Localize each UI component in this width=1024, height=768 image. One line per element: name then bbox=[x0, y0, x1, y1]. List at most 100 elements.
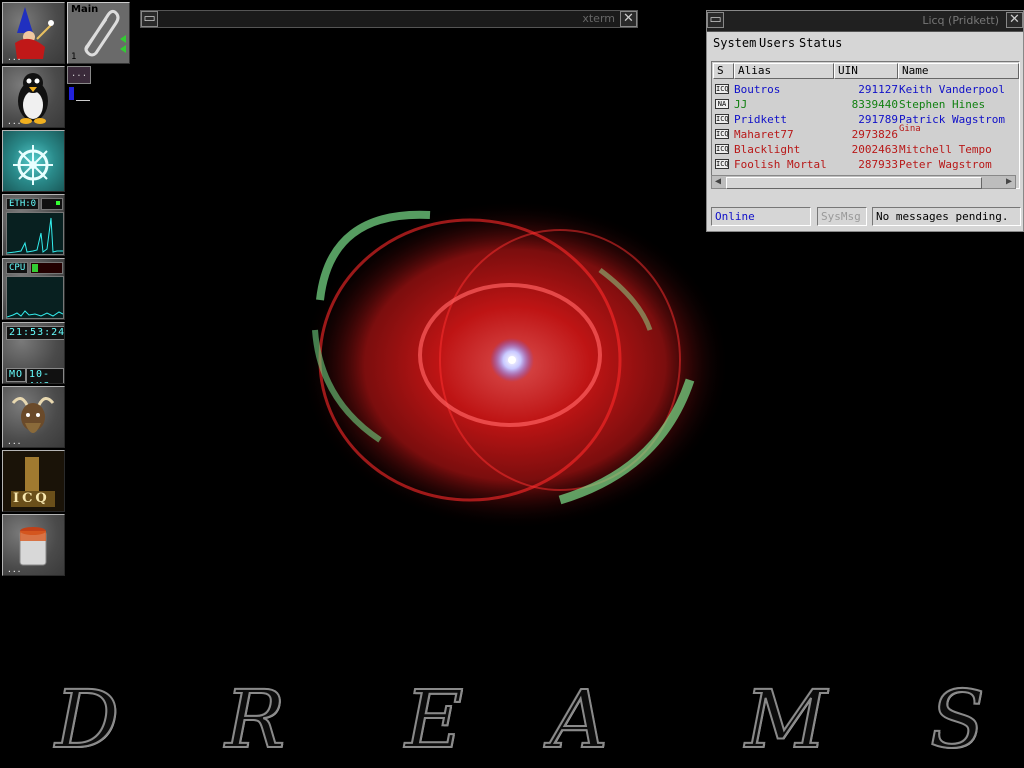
menu-system[interactable]: System bbox=[713, 36, 757, 50]
wallpaper-letter: E bbox=[404, 673, 464, 766]
icq-label: ICQ bbox=[13, 491, 50, 506]
column-header-status[interactable]: S bbox=[713, 63, 734, 79]
licq-titlebar[interactable]: ▭ Licq (Pridkett) ✕ bbox=[707, 11, 1023, 32]
contact-name: Stephen Hines bbox=[899, 98, 986, 111]
contact-name: Patrick Wagstrom bbox=[899, 113, 1005, 126]
status-icon: NA bbox=[715, 99, 729, 109]
net-graph bbox=[6, 212, 64, 255]
menu-users[interactable]: Users bbox=[759, 36, 796, 50]
cpu-load-bar bbox=[30, 262, 63, 274]
contact-row[interactable]: NA JJ 8339440 Stephen Hines bbox=[713, 97, 1019, 112]
contact-alias: Blacklight bbox=[734, 143, 801, 156]
dock-dots: ... bbox=[7, 117, 22, 126]
eth-label: ETH:0 bbox=[6, 198, 40, 210]
wallpaper-letter: S bbox=[929, 673, 986, 766]
cpu-label: CPU bbox=[6, 262, 29, 274]
status-icon: ICQ bbox=[715, 159, 729, 169]
xterm-close-button[interactable]: ✕ bbox=[620, 11, 637, 27]
contact-row[interactable]: ICQ Blacklight 2002463 Mitchell Tempo bbox=[713, 142, 1019, 157]
licq-menubar: System Users Status bbox=[707, 33, 1023, 53]
pager-mini-desk bbox=[67, 86, 91, 102]
dock-net-monitor[interactable]: ETH:0 bbox=[2, 194, 65, 256]
clock-time: 21:53:24 bbox=[6, 326, 64, 340]
contact-uin: 291127 bbox=[858, 83, 898, 96]
column-header-uin[interactable]: UIN bbox=[834, 63, 898, 79]
cpu-graph bbox=[6, 276, 64, 319]
column-header-alias[interactable]: Alias bbox=[734, 63, 834, 79]
sysmsg-button[interactable]: SysMsg bbox=[817, 207, 867, 226]
licq-title: Licq (Pridkett) bbox=[922, 14, 999, 27]
contact-name: Peter Wagstrom bbox=[899, 158, 992, 171]
wallpaper-letter: D bbox=[54, 673, 120, 766]
contact-uin: 8339440 bbox=[851, 98, 898, 111]
contact-uin: 287933 bbox=[858, 158, 898, 171]
contact-row[interactable]: ICQ Foolish Mortal 287933 Peter Wagstrom bbox=[713, 157, 1019, 172]
net-leds bbox=[41, 198, 63, 210]
contact-alias: Maharet77 bbox=[734, 128, 794, 141]
dock-icq-launcher[interactable]: ICQ bbox=[2, 450, 65, 512]
contact-alias: Pridkett bbox=[734, 113, 787, 126]
ship-wheel-icon bbox=[13, 145, 53, 185]
contact-alias: JJ bbox=[734, 98, 748, 111]
horizontal-scrollbar[interactable]: ◀ ▶ bbox=[711, 175, 1016, 189]
scroll-thumb[interactable] bbox=[726, 177, 982, 189]
licq-statusbar: Online SysMsg No messages pending. bbox=[711, 207, 1021, 227]
licq-menu-button[interactable]: ▭ bbox=[707, 12, 724, 28]
paint-bucket-icon bbox=[19, 527, 47, 566]
messages-status: No messages pending. bbox=[872, 207, 1021, 226]
column-header-name[interactable]: Name bbox=[898, 63, 1019, 79]
icq-logo-icon bbox=[11, 457, 55, 507]
licq-window: ▭ Licq (Pridkett) ✕ System Users Status … bbox=[706, 10, 1024, 232]
licq-close-button[interactable]: ✕ bbox=[1006, 12, 1023, 28]
wallpaper-letter: M bbox=[744, 673, 828, 766]
scroll-left-arrow-icon[interactable]: ◀ bbox=[714, 176, 722, 187]
status-icon: ICQ bbox=[715, 114, 729, 124]
contact-name: Keith Vanderpool bbox=[899, 83, 1005, 96]
contact-row[interactable]: ICQ Boutros 291127 Keith Vanderpool bbox=[713, 82, 1019, 97]
wizard-icon bbox=[15, 7, 54, 59]
dock-dots: ... bbox=[7, 437, 22, 446]
online-status[interactable]: Online bbox=[711, 207, 811, 226]
status-icon: ICQ bbox=[715, 144, 729, 154]
contact-name: Mitchell Tempo bbox=[899, 143, 992, 156]
contact-name: Gina bbox=[899, 124, 921, 134]
pager-mini[interactable]: ... bbox=[67, 66, 91, 106]
wallpaper-text: D R E A M S bbox=[0, 673, 1024, 766]
contact-list: S Alias UIN Name ICQ Boutros 291127 Keit… bbox=[711, 61, 1020, 189]
wallpaper-letter: R bbox=[224, 673, 286, 766]
contact-uin: 291789 bbox=[858, 113, 898, 126]
pager-desk-number: 1 bbox=[71, 52, 77, 62]
status-icon: ICQ bbox=[715, 84, 729, 94]
dock-cpu-monitor[interactable]: CPU bbox=[2, 258, 65, 320]
paperclip-icon bbox=[84, 9, 126, 57]
dock-paint-launcher[interactable]: ... bbox=[2, 514, 65, 576]
contact-uin: 2002463 bbox=[851, 143, 898, 156]
xterm-window[interactable]: ▭ xterm ✕ bbox=[140, 10, 638, 28]
contact-alias: Foolish Mortal bbox=[734, 158, 827, 171]
wallpaper-letter: A bbox=[549, 673, 609, 766]
dock-penguin-launcher[interactable]: ... bbox=[2, 66, 65, 128]
pager-title: Main bbox=[71, 4, 99, 15]
contact-row[interactable]: ICQ Pridkett 291789 Patrick Wagstrom bbox=[713, 112, 1019, 127]
dock-dots: ... bbox=[7, 565, 22, 574]
dock-clock[interactable]: 21:53:24 MO 10-AUG bbox=[2, 322, 65, 384]
contact-uin: 2973826 bbox=[851, 128, 898, 141]
penguin-icon bbox=[18, 73, 48, 124]
contact-row[interactable]: ICQ Maharet77 2973826 Gina bbox=[713, 124, 1019, 142]
xterm-title: xterm bbox=[582, 12, 615, 25]
dock-wizard-launcher[interactable]: ... bbox=[2, 2, 65, 64]
dock-gnu-launcher[interactable]: ... bbox=[2, 386, 65, 448]
status-icon: ICQ bbox=[715, 129, 729, 139]
contact-alias: Boutros bbox=[734, 83, 781, 96]
clock-date: 10-AUG bbox=[26, 368, 64, 383]
pager-mini-label: ... bbox=[67, 66, 91, 84]
scroll-right-arrow-icon[interactable]: ▶ bbox=[1005, 176, 1013, 187]
dock-helm-launcher[interactable] bbox=[2, 130, 65, 192]
gnu-icon bbox=[11, 397, 55, 433]
xterm-menu-button[interactable]: ▭ bbox=[141, 11, 158, 27]
desktop-pager[interactable]: Main 1 bbox=[67, 2, 130, 64]
dock-dots: ... bbox=[7, 53, 22, 62]
clock-day: MO bbox=[6, 368, 27, 382]
menu-status[interactable]: Status bbox=[799, 36, 843, 50]
